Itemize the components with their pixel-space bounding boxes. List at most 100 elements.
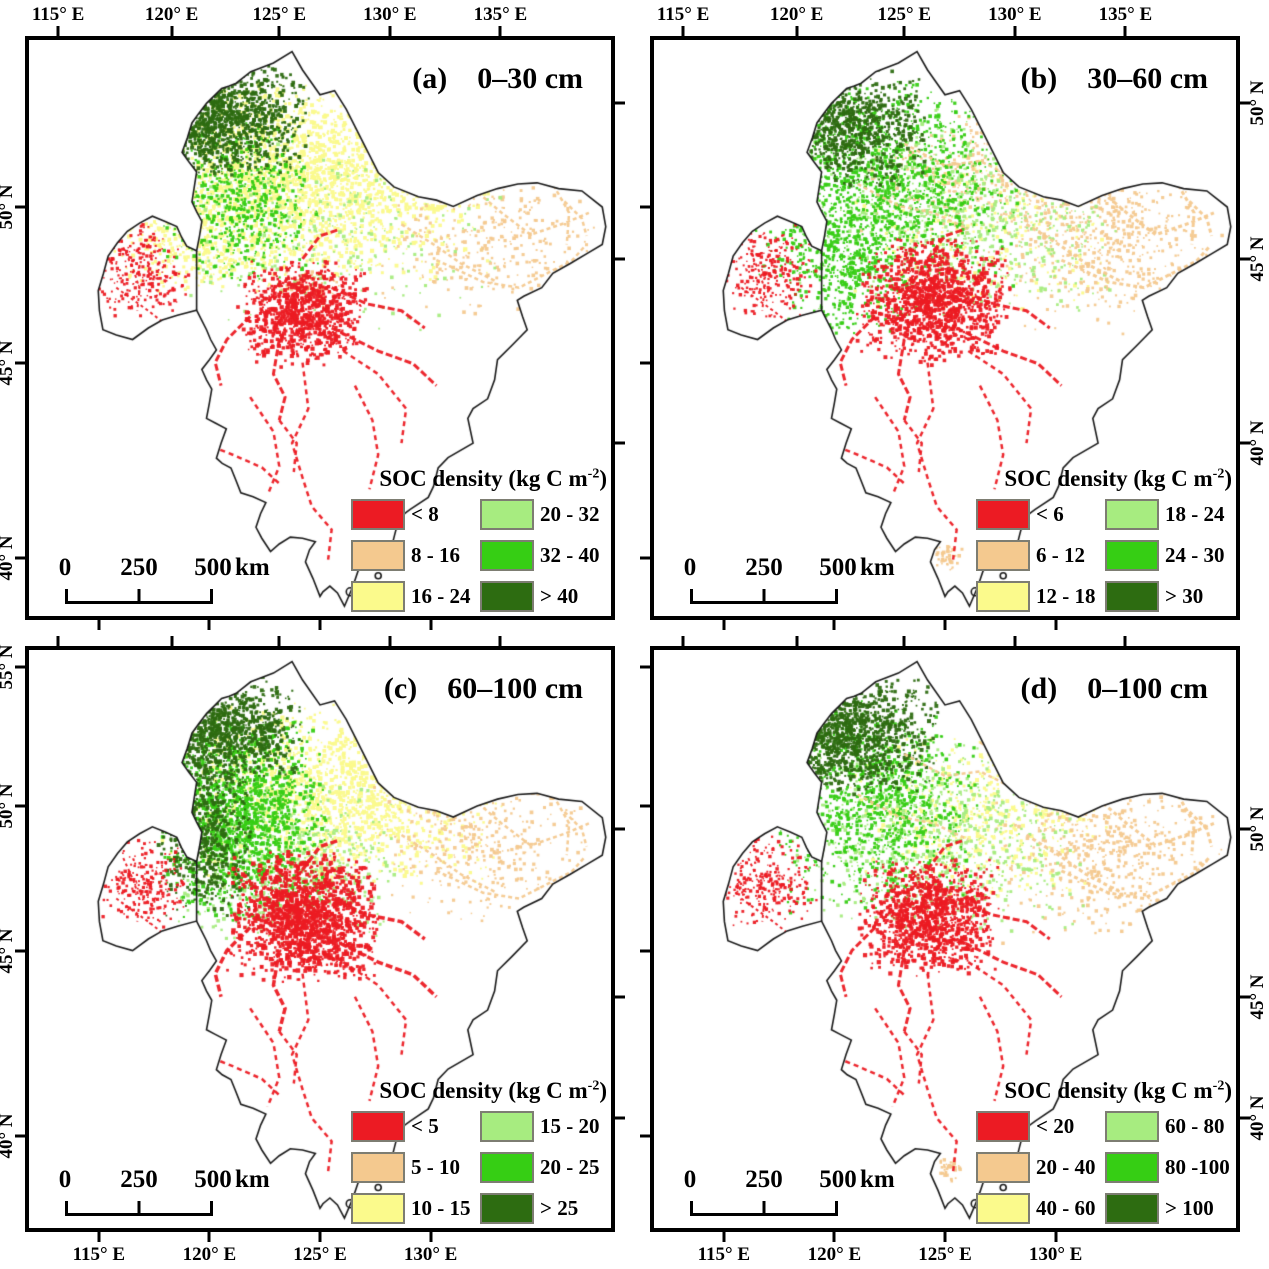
panel-letter: (c) bbox=[383, 672, 418, 705]
legend-item: 8 - 16 bbox=[351, 537, 478, 573]
panel-title-b: (b) 30–60 cm bbox=[1021, 62, 1208, 96]
axis-tick-left bbox=[640, 1134, 650, 1138]
legend-swatch bbox=[351, 1192, 405, 1224]
axis-label-bottom: 125° E bbox=[293, 1244, 347, 1265]
panel-c: (c) 60–100 cm SOC density (kg C m-2) < 5 5… bbox=[0, 634, 634, 1269]
legend-title-text: SOC density (kg C m bbox=[379, 1078, 588, 1103]
scalebar-tick bbox=[690, 589, 693, 601]
legend-item: 40 - 60 bbox=[976, 1190, 1103, 1226]
axis-tick-left bbox=[640, 361, 650, 365]
axis-label-left: 50° N bbox=[0, 784, 17, 829]
axis-tick-top bbox=[388, 636, 392, 646]
scalebar-500: 500 bbox=[819, 554, 857, 581]
legend-range: 5 - 10 bbox=[411, 1154, 460, 1179]
legend-title-text: SOC density (kg C m bbox=[379, 466, 588, 491]
legend-range: 60 - 80 bbox=[1165, 1113, 1225, 1138]
legend-item: > 100 bbox=[1105, 1190, 1232, 1226]
axis-tick-top bbox=[902, 636, 906, 646]
axis-tick-right bbox=[615, 995, 625, 999]
legend-item: > 25 bbox=[480, 1190, 607, 1226]
legend-item: 5 - 10 bbox=[351, 1149, 478, 1185]
axis-label-top: 135° E bbox=[1098, 4, 1153, 25]
axis-tick-bottom bbox=[943, 1232, 947, 1242]
panel-letter: (a) bbox=[412, 62, 448, 95]
scalebar-tick bbox=[835, 1201, 838, 1213]
legend-swatch bbox=[1105, 498, 1159, 530]
axis-label-bottom: 115° E bbox=[697, 1244, 751, 1265]
panel-letter: (d) bbox=[1020, 672, 1058, 705]
legend-title-close: ) bbox=[1224, 466, 1232, 491]
axis-label-top: 125° E bbox=[252, 4, 307, 25]
map-frame-a: (a) 0–30 cm SOC density (kg C m-2) < 8 8 -… bbox=[0, 4, 625, 630]
legend-title: SOC density (kg C m-2) bbox=[351, 1078, 607, 1104]
legend-items: < 20 20 - 40 40 - 60 60 - 80 80 -100 > 100 bbox=[976, 1108, 1232, 1226]
axis-tick-top bbox=[498, 26, 502, 36]
legend-swatch bbox=[480, 1192, 534, 1224]
scalebar-unit: km bbox=[860, 1166, 895, 1193]
axis-tick-right bbox=[1240, 1116, 1250, 1120]
scalebar-0: 0 bbox=[58, 554, 72, 581]
scalebar-tick bbox=[210, 1201, 213, 1213]
axis-label-bottom: 125° E bbox=[918, 1244, 972, 1265]
axis-tick-top bbox=[1013, 636, 1017, 646]
legend-swatch bbox=[351, 580, 405, 612]
legend-swatch bbox=[1105, 1151, 1159, 1183]
axis-label-top: 120° E bbox=[144, 4, 199, 25]
legend-range: < 6 bbox=[1036, 501, 1064, 526]
legend-swatch bbox=[480, 539, 534, 571]
axis-tick-bottom bbox=[943, 620, 947, 630]
legend-c: SOC density (kg C m-2) < 5 5 - 10 10 - 15 1… bbox=[351, 1078, 607, 1226]
axis-tick-left bbox=[15, 556, 25, 560]
legend-swatch bbox=[976, 1110, 1030, 1142]
axis-tick-bottom bbox=[318, 620, 322, 630]
legend-title-close: ) bbox=[1224, 1078, 1232, 1103]
legend-item: 18 - 24 bbox=[1105, 496, 1232, 532]
axis-label-right: 50° N bbox=[1247, 806, 1268, 852]
axis-tick-right bbox=[615, 257, 625, 261]
legend-range: < 8 bbox=[411, 501, 439, 526]
axis-tick-right bbox=[1240, 827, 1250, 831]
legend-swatch bbox=[1105, 580, 1159, 612]
scalebar-250: 250 bbox=[120, 554, 158, 581]
axis-tick-right bbox=[1240, 101, 1250, 105]
legend-swatch bbox=[976, 498, 1030, 530]
axis-tick-bottom bbox=[1054, 620, 1058, 630]
axis-label-left: 55° N bbox=[0, 645, 17, 690]
legend-swatch bbox=[351, 1151, 405, 1183]
legend-item: < 6 bbox=[976, 496, 1103, 532]
legend-d: SOC density (kg C m-2) < 20 20 - 40 40 - 6… bbox=[976, 1078, 1232, 1226]
axis-tick-right bbox=[1240, 257, 1250, 261]
axis-tick-bottom bbox=[318, 1232, 322, 1242]
axis-tick-left bbox=[15, 1134, 25, 1138]
axis-tick-bottom bbox=[97, 1232, 101, 1242]
axis-label-top: 130° E bbox=[988, 4, 1042, 25]
axis-tick-top bbox=[902, 26, 906, 36]
axis-tick-right bbox=[615, 827, 625, 831]
scalebar-tick bbox=[835, 589, 838, 601]
legend-swatch bbox=[1105, 1110, 1159, 1142]
axis-label-top: 135° E bbox=[473, 4, 528, 25]
legend-item: 20 - 40 bbox=[976, 1149, 1103, 1185]
scalebar-tick bbox=[65, 589, 68, 601]
legend-range: 32 - 40 bbox=[540, 542, 600, 567]
axis-label-left: 40° N bbox=[0, 1113, 17, 1159]
axis-tick-left bbox=[15, 949, 25, 953]
legend-b: SOC density (kg C m-2) < 6 6 - 12 12 - 18 1… bbox=[976, 466, 1232, 614]
panel-depth: 30–60 cm bbox=[1087, 62, 1208, 95]
scalebar-tick bbox=[762, 589, 766, 601]
legend-item: 15 - 20 bbox=[480, 1108, 607, 1144]
legend-range: 8 - 16 bbox=[411, 542, 460, 567]
axis-tick-top bbox=[795, 26, 799, 36]
axis-label-bottom: 120° E bbox=[182, 1244, 237, 1265]
scalebar-tick bbox=[137, 589, 141, 601]
axis-tick-top bbox=[1013, 26, 1017, 36]
axis-tick-bottom bbox=[429, 620, 433, 630]
legend-swatch bbox=[351, 1110, 405, 1142]
axis-label-top: 115° E bbox=[31, 4, 85, 25]
legend-title-sup: -2 bbox=[1212, 1078, 1225, 1094]
scalebar-unit: km bbox=[235, 554, 270, 581]
legend-title-sup: -2 bbox=[1212, 466, 1225, 482]
axis-label-bottom: 130° E bbox=[1028, 1244, 1083, 1265]
scalebar-tick bbox=[65, 1201, 68, 1213]
axis-tick-left bbox=[15, 361, 25, 365]
